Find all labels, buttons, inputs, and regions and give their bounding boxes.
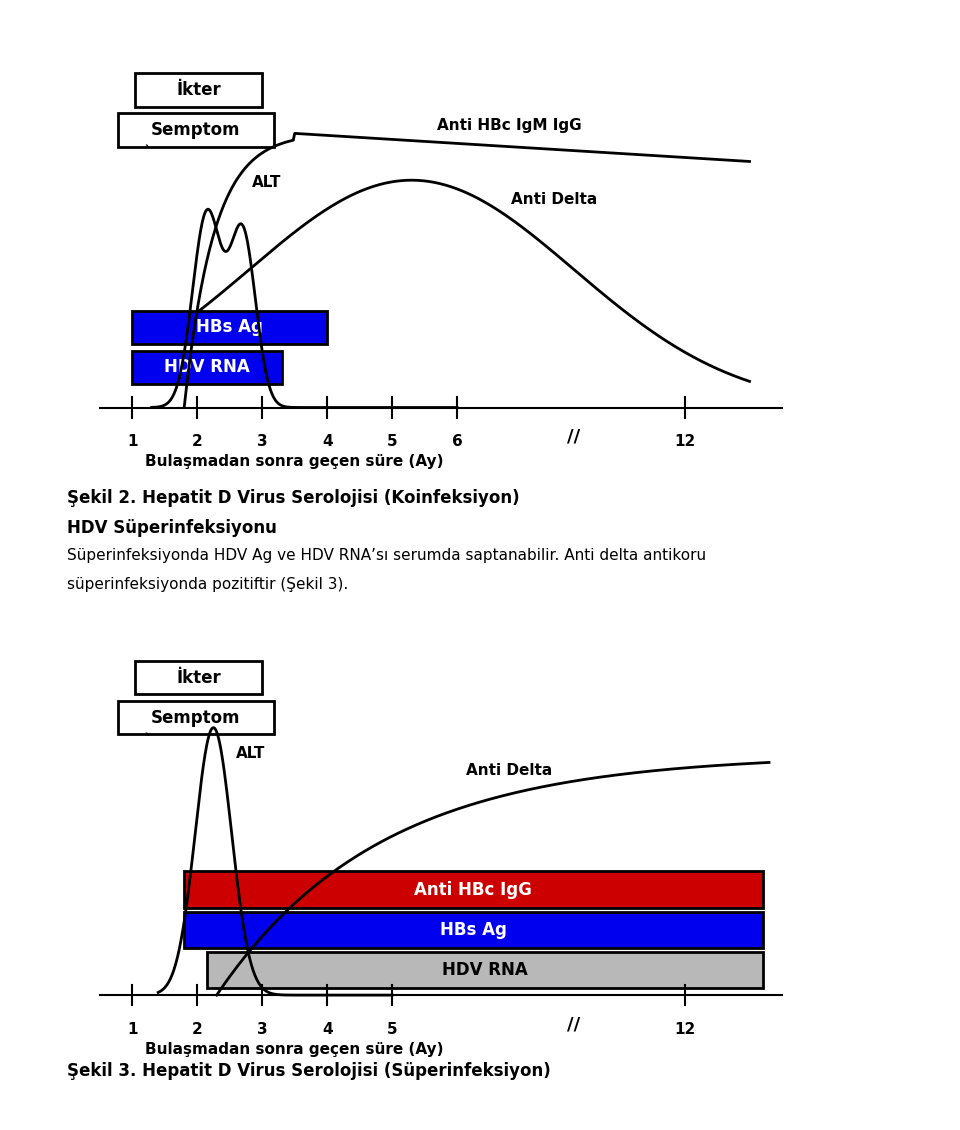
Text: Anti HBc IgM IgG: Anti HBc IgM IgG xyxy=(437,119,582,133)
Text: 2: 2 xyxy=(192,434,203,450)
Text: 6: 6 xyxy=(452,434,463,450)
Text: //: // xyxy=(567,1015,581,1033)
Text: 1: 1 xyxy=(127,434,137,450)
Text: süperinfeksiyonda pozitiftir (Şekil 3).: süperinfeksiyonda pozitiftir (Şekil 3). xyxy=(67,577,348,592)
Text: Şekil 3. Hepatit D Virus Serolojisi (Süperinfeksiyon): Şekil 3. Hepatit D Virus Serolojisi (Süp… xyxy=(67,1062,551,1080)
Text: 12: 12 xyxy=(674,434,695,450)
Text: ALT: ALT xyxy=(252,175,282,190)
Text: Semptom: Semptom xyxy=(151,709,241,727)
Text: İkter: İkter xyxy=(176,81,221,99)
Text: HDV RNA: HDV RNA xyxy=(442,960,528,979)
Text: 3: 3 xyxy=(257,1022,268,1037)
Text: HBs Ag: HBs Ag xyxy=(196,319,263,337)
Text: 5: 5 xyxy=(387,434,397,450)
Text: Bulaşmadan sonra geçen süre (Ay): Bulaşmadan sonra geçen süre (Ay) xyxy=(145,454,444,469)
Text: `: ` xyxy=(144,733,153,751)
Text: Anti Delta: Anti Delta xyxy=(466,763,552,777)
Text: 4: 4 xyxy=(322,1022,332,1037)
Text: 4: 4 xyxy=(322,434,332,450)
Text: Anti Delta: Anti Delta xyxy=(512,192,598,207)
Text: 5: 5 xyxy=(387,1022,397,1037)
Text: Bulaşmadan sonra geçen süre (Ay): Bulaşmadan sonra geçen süre (Ay) xyxy=(145,1042,444,1057)
FancyBboxPatch shape xyxy=(207,951,762,989)
Text: HBs Ag: HBs Ag xyxy=(440,921,507,939)
FancyBboxPatch shape xyxy=(135,661,262,694)
FancyBboxPatch shape xyxy=(184,912,762,948)
Text: `: ` xyxy=(144,146,153,164)
FancyBboxPatch shape xyxy=(118,113,274,147)
FancyBboxPatch shape xyxy=(135,73,262,106)
Text: Semptom: Semptom xyxy=(151,121,241,139)
FancyBboxPatch shape xyxy=(132,311,327,344)
Text: HDV Süperinfeksiyonu: HDV Süperinfeksiyonu xyxy=(67,519,277,537)
Text: 3: 3 xyxy=(257,434,268,450)
Text: 2: 2 xyxy=(192,1022,203,1037)
Text: Süperinfeksiyonda HDV Ag ve HDV RNA’sı serumda saptanabilir. Anti delta antikoru: Süperinfeksiyonda HDV Ag ve HDV RNA’sı s… xyxy=(67,548,707,563)
Text: 1: 1 xyxy=(127,1022,137,1037)
Text: Şekil 2. Hepatit D Virus Serolojisi (Koinfeksiyon): Şekil 2. Hepatit D Virus Serolojisi (Koi… xyxy=(67,489,519,507)
Text: 12: 12 xyxy=(674,1022,695,1037)
Text: ALT: ALT xyxy=(236,746,266,762)
FancyBboxPatch shape xyxy=(184,871,762,909)
Text: HDV RNA: HDV RNA xyxy=(164,358,250,376)
FancyBboxPatch shape xyxy=(118,701,274,734)
Text: //: // xyxy=(567,427,581,445)
Text: Anti HBc IgG: Anti HBc IgG xyxy=(415,880,532,898)
FancyBboxPatch shape xyxy=(132,350,281,384)
Text: İkter: İkter xyxy=(176,669,221,687)
